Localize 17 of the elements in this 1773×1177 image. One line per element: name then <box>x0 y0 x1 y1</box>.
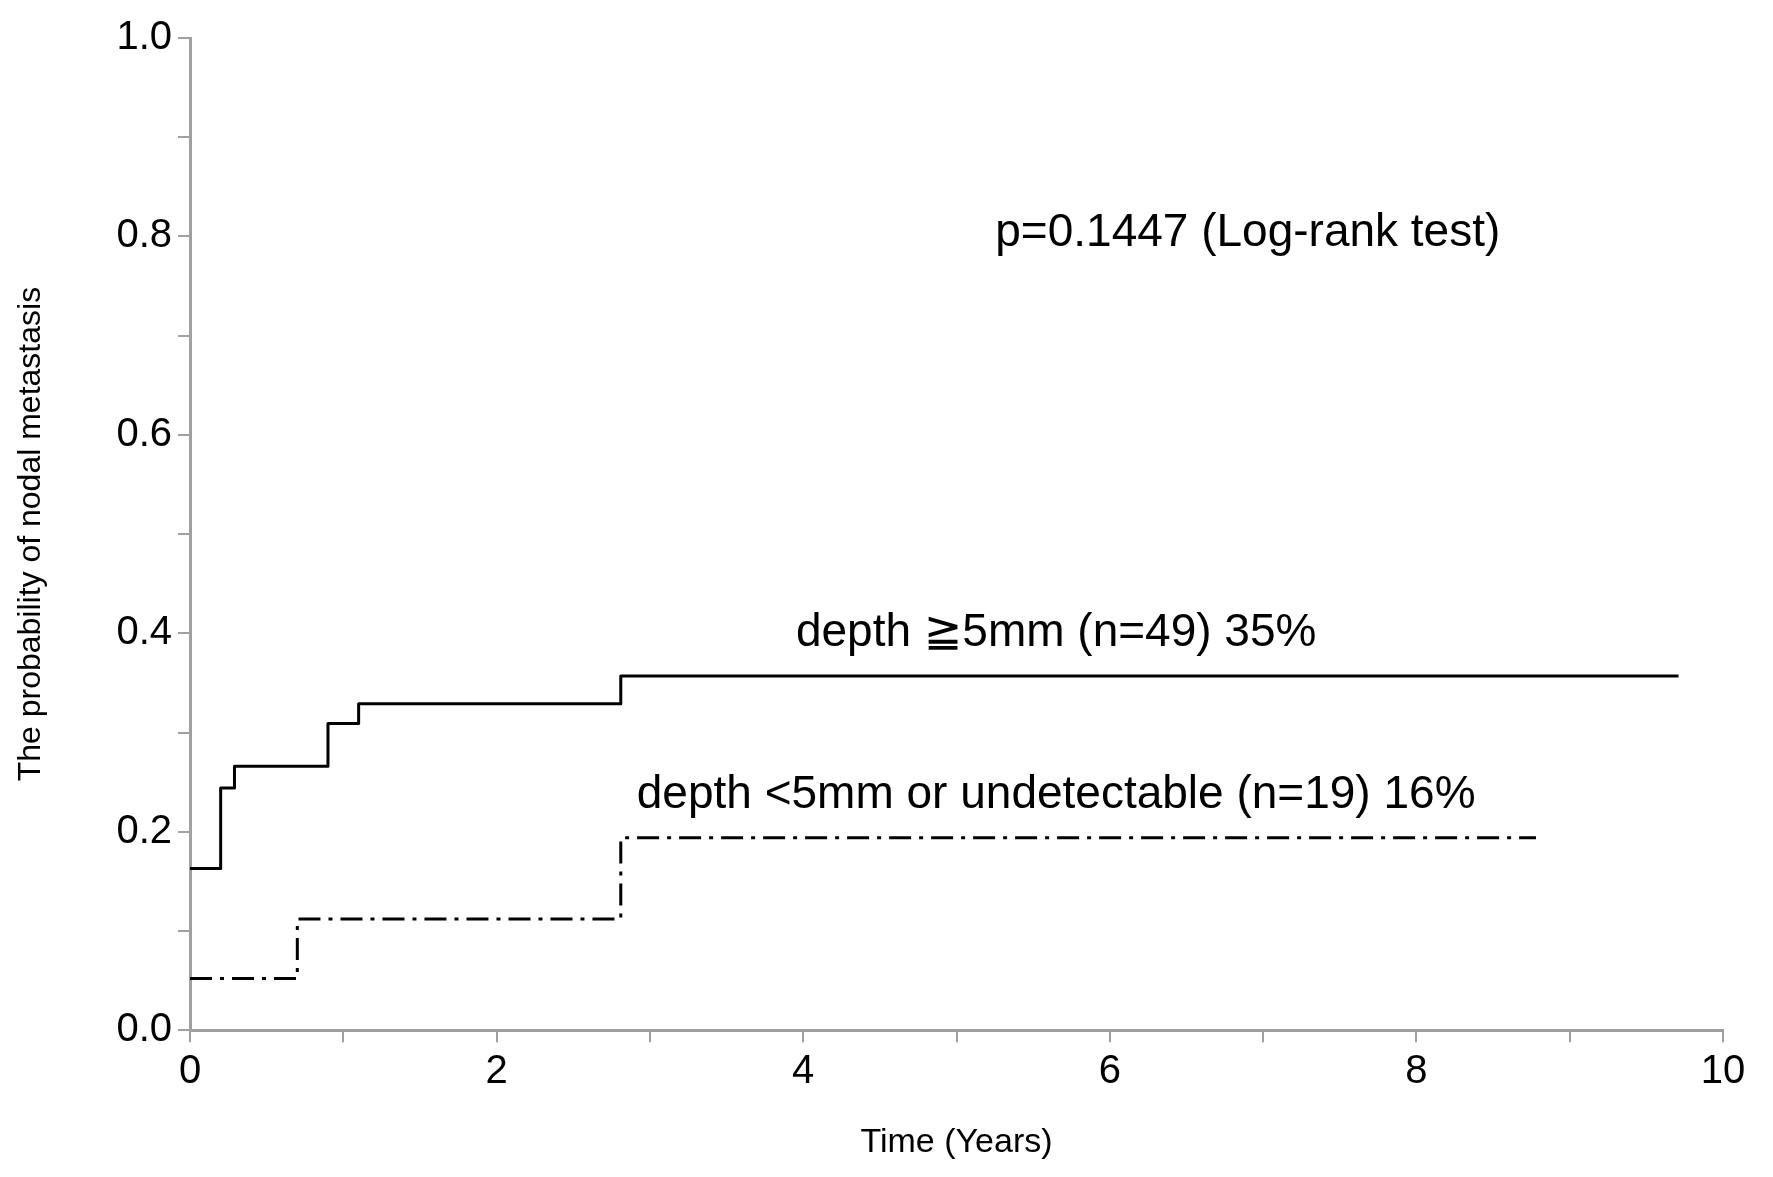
x-tick-label: 2 <box>485 1047 508 1092</box>
y-tick-label: 0.2 <box>116 806 173 851</box>
y-tick-label: 0.0 <box>116 1005 173 1050</box>
x-axis-title: Time (Years) <box>860 1120 1053 1159</box>
x-tick-label: 4 <box>792 1047 815 1092</box>
annotation: p=0.1447 (Log-rank test) <box>995 204 1501 257</box>
y-tick-label: 0.4 <box>116 608 173 653</box>
y-axis-title: The probability of nodal metastasis <box>11 286 48 782</box>
x-tick-label: 8 <box>1405 1047 1428 1092</box>
x-tick-label: 10 <box>1700 1047 1746 1092</box>
series-label: depth <5mm or undetectable (n=19) 16% <box>636 765 1476 818</box>
y-tick-label: 1.0 <box>116 13 173 58</box>
x-tick-label: 6 <box>1098 1047 1121 1092</box>
y-tick-label: 0.8 <box>116 211 173 256</box>
series-label: depth ≧5mm (n=49) 35% <box>795 603 1317 656</box>
x-tick-label: 0 <box>178 1047 202 1092</box>
y-tick-label: 0.6 <box>116 409 173 454</box>
